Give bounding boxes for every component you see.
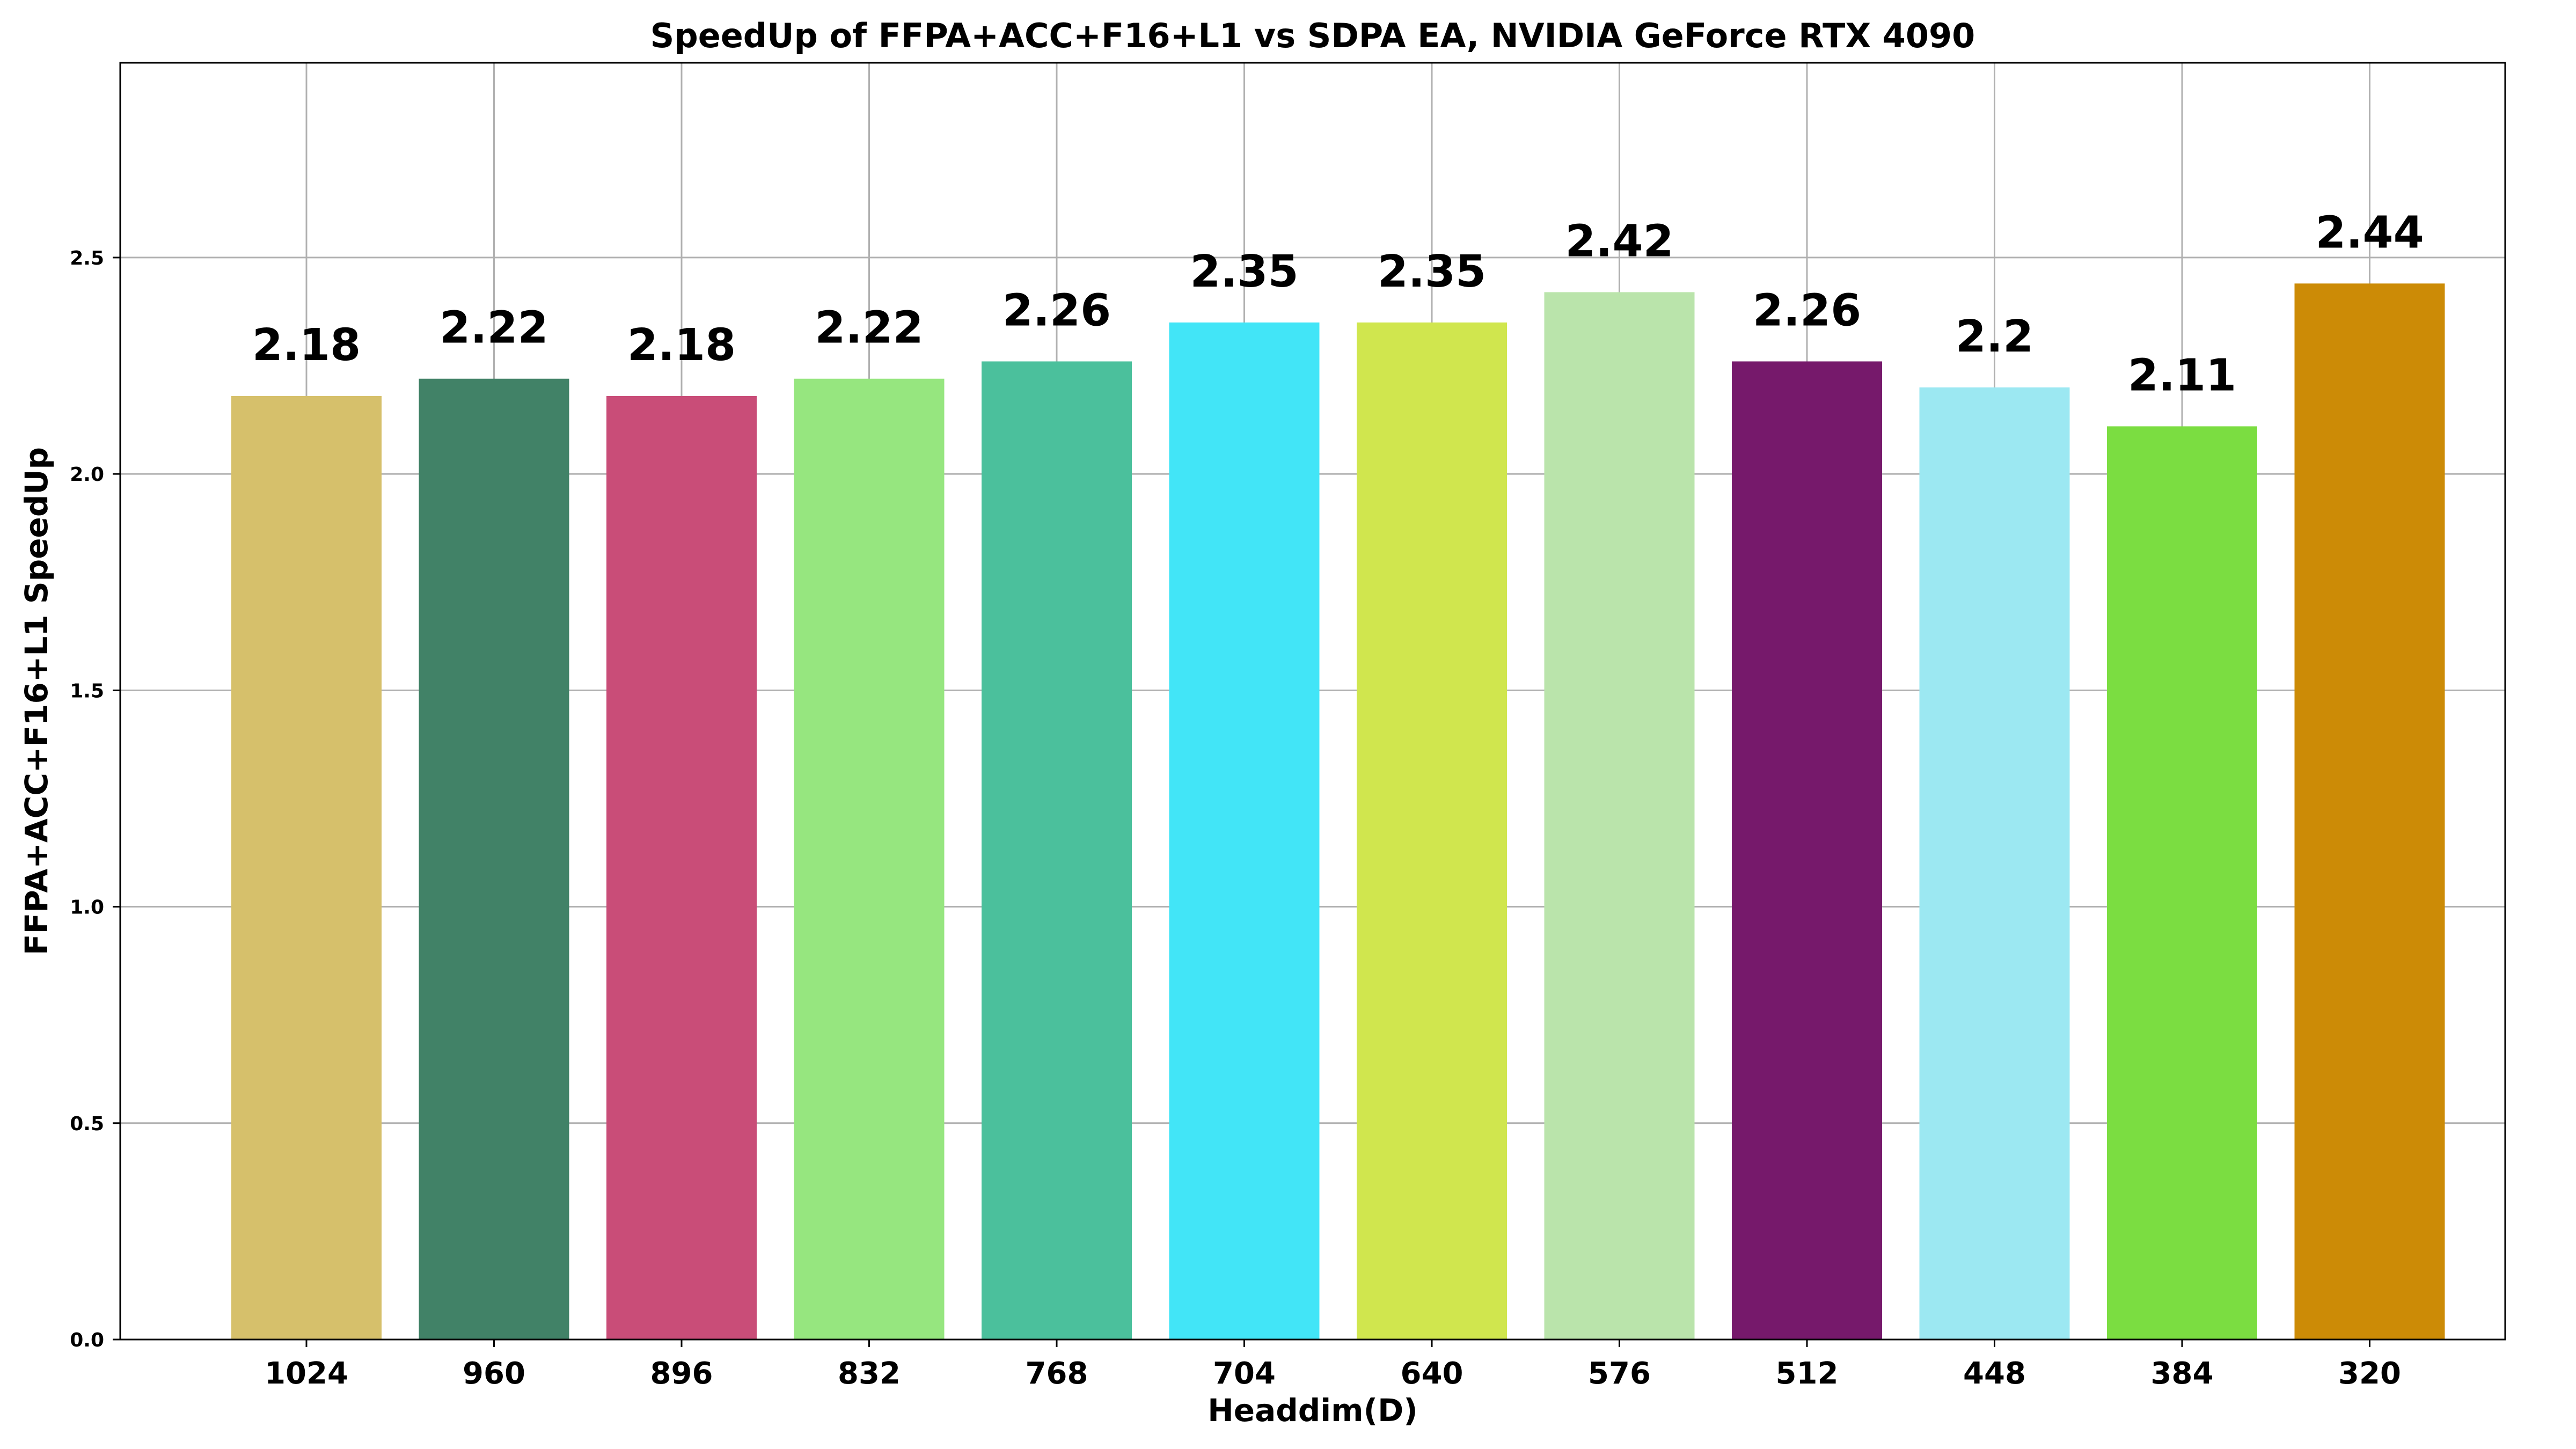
bar-832 — [794, 378, 945, 1340]
y-tick-label: 2.5 — [70, 247, 104, 269]
y-axis-label: FFPA+ACC+F16+L1 SpeedUp — [18, 447, 55, 955]
x-tick-label: 896 — [650, 1356, 713, 1391]
data-labels: 2.18 2.22 2.18 2.22 2.26 2.35 2.35 2.42 2.26 2.2 2… — [252, 207, 2424, 401]
data-label-512: 2.26 — [1753, 285, 1861, 336]
y-axis-ticks: 0.0 0.5 1.0 1.5 2.0 2.5 — [70, 247, 120, 1351]
bar-704 — [1169, 322, 1320, 1340]
x-tick-label: 512 — [1776, 1356, 1839, 1391]
bar-960 — [419, 378, 569, 1340]
data-label-576: 2.42 — [1565, 216, 1673, 267]
x-axis-label: Headdim(D) — [1208, 1392, 1418, 1429]
bar-320 — [2294, 283, 2445, 1340]
x-tick-label: 960 — [463, 1356, 525, 1391]
bar-1024 — [231, 396, 382, 1340]
plot-frame — [119, 62, 2506, 1341]
x-tick-label: 576 — [1588, 1356, 1651, 1391]
data-label-960: 2.22 — [440, 303, 548, 354]
x-tick-label: 320 — [2338, 1356, 2401, 1391]
bar-512 — [1732, 361, 1882, 1340]
x-tick-label: 832 — [838, 1356, 901, 1391]
bar-896 — [606, 396, 757, 1340]
y-tick-label: 0.0 — [70, 1329, 104, 1351]
data-label-320: 2.44 — [2315, 207, 2424, 258]
data-label-640: 2.35 — [1378, 246, 1486, 297]
bar-768 — [982, 361, 1132, 1340]
data-label-384: 2.11 — [2128, 350, 2236, 401]
x-tick-label: 768 — [1026, 1356, 1088, 1391]
data-label-704: 2.35 — [1190, 246, 1298, 297]
data-label-832: 2.22 — [815, 303, 923, 354]
bar-448 — [1919, 387, 2070, 1340]
data-label-448: 2.2 — [1956, 311, 2033, 362]
chart-title: SpeedUp of FFPA+ACC+F16+L1 vs SDPA EA, N… — [650, 16, 1975, 55]
x-tick-label: 448 — [1963, 1356, 2026, 1391]
x-axis-ticks: 1024 960 896 832 768 704 640 576 512 448 384 320 — [265, 1340, 2401, 1391]
data-label-768: 2.26 — [1002, 285, 1111, 336]
x-tick-label: 704 — [1213, 1356, 1276, 1391]
y-tick-label: 1.5 — [70, 680, 104, 702]
bar-576 — [1544, 292, 1695, 1340]
y-tick-label: 2.0 — [70, 464, 104, 486]
bars — [231, 283, 2445, 1340]
x-tick-label: 640 — [1401, 1356, 1463, 1391]
data-label-896: 2.18 — [627, 320, 736, 371]
x-tick-label: 384 — [2151, 1356, 2214, 1391]
bar-640 — [1357, 322, 1507, 1340]
y-tick-label: 0.5 — [70, 1113, 104, 1135]
y-tick-label: 1.0 — [70, 897, 104, 919]
data-label-1024: 2.18 — [252, 320, 361, 371]
x-tick-label: 1024 — [265, 1356, 348, 1391]
bar-384 — [2107, 426, 2257, 1340]
